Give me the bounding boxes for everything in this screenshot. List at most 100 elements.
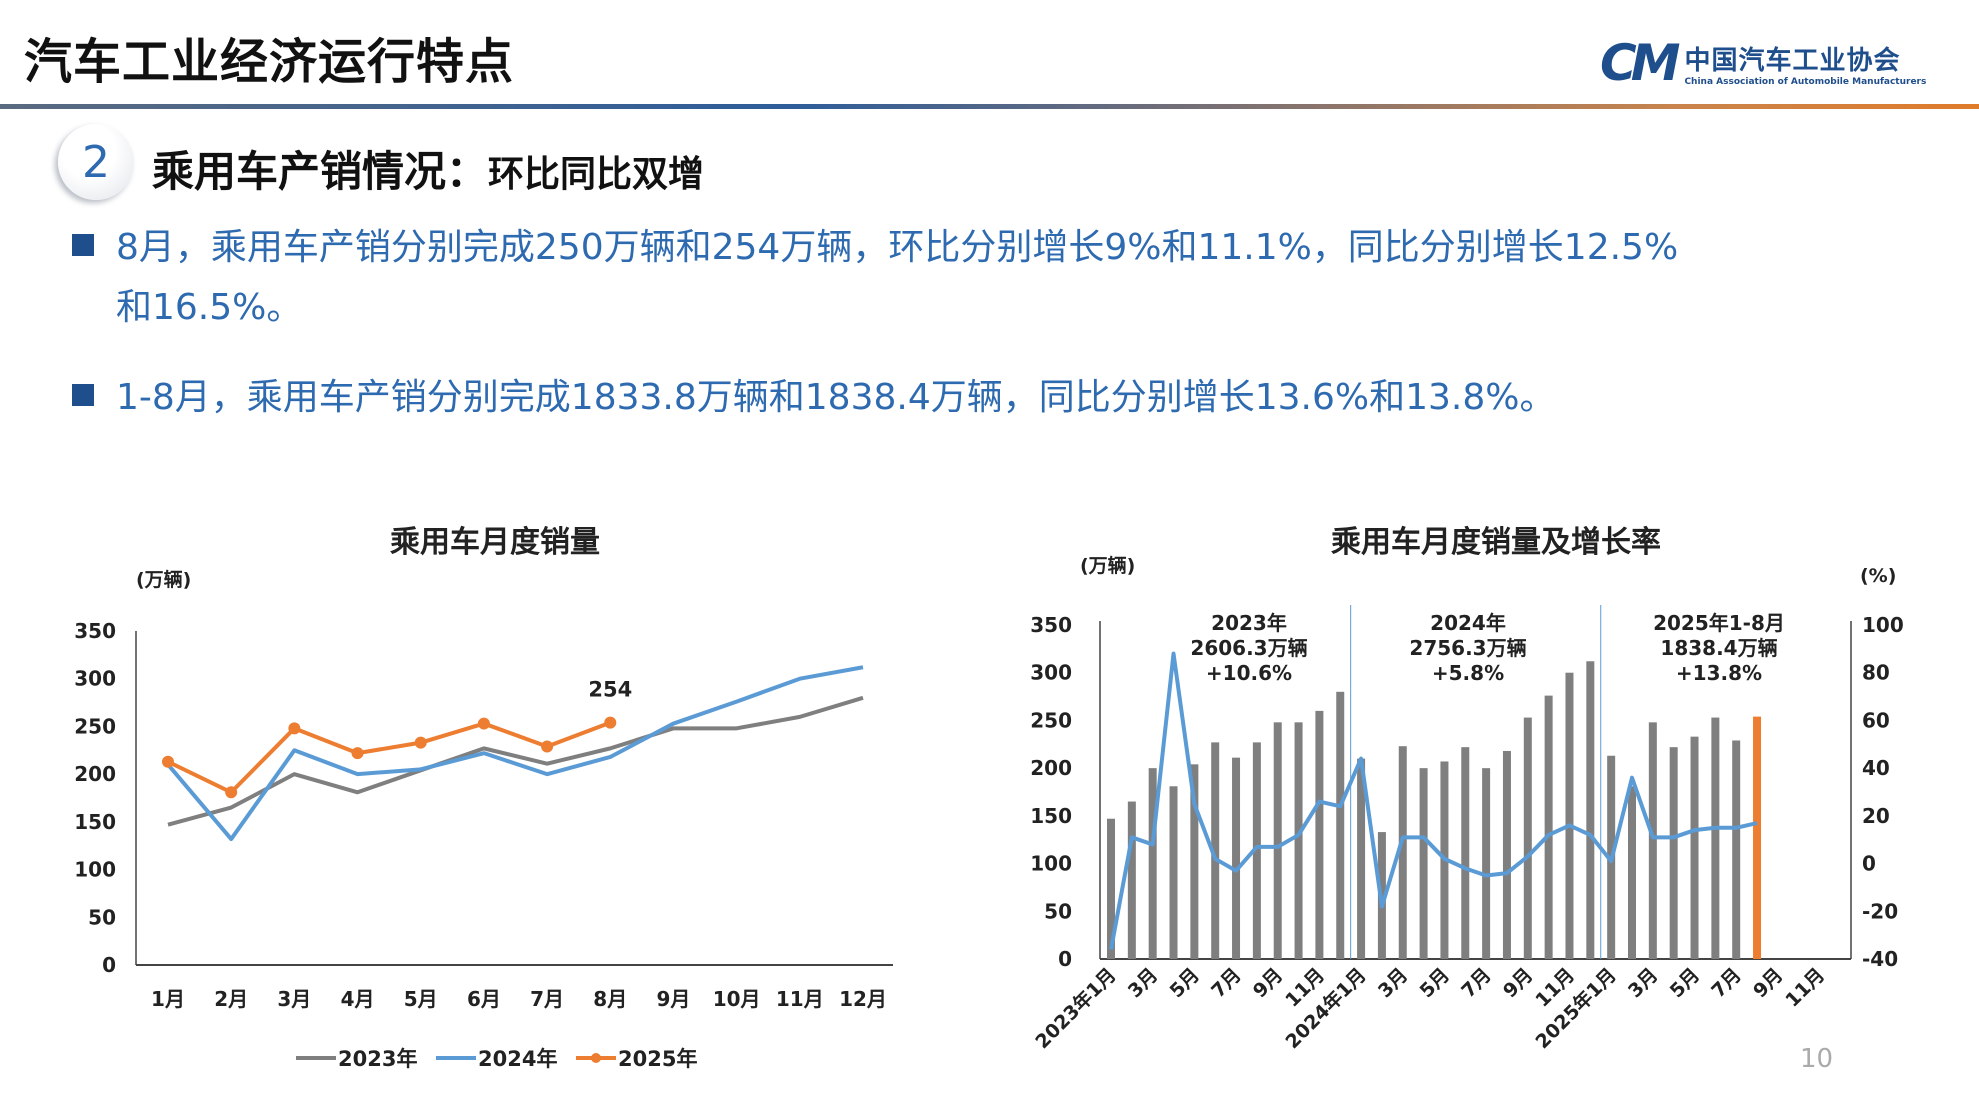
x-tick-label: 3月 xyxy=(1124,964,1162,1002)
y-right-tick-label: 40 xyxy=(1862,756,1890,780)
y-tick-label: 100 xyxy=(74,858,116,882)
period-annotation: 2024年 xyxy=(1430,611,1506,635)
x-tick-label: 2023年1月 xyxy=(1031,963,1121,1053)
data-point xyxy=(288,722,301,735)
bar xyxy=(1273,722,1282,959)
y-axis-unit-label: (万辆) xyxy=(136,568,191,591)
bar xyxy=(1357,758,1366,959)
x-tick-label: 4月 xyxy=(341,987,375,1011)
y-right-tick-label: 20 xyxy=(1862,804,1890,828)
bar xyxy=(1711,717,1720,959)
y-tick-label: 250 xyxy=(74,714,116,738)
period-annotation: 1838.4万辆 xyxy=(1660,636,1777,660)
y-axis-left-unit-label: (万辆) xyxy=(1080,554,1135,577)
period-annotation: 2023年 xyxy=(1211,611,1287,635)
bar xyxy=(1669,747,1678,959)
y-left-tick-label: 0 xyxy=(1058,947,1072,971)
x-tick-label: 7月 xyxy=(1207,964,1245,1002)
y-right-tick-label: 100 xyxy=(1862,613,1904,637)
x-tick-label: 9月 xyxy=(656,987,690,1011)
series-line-2024年 xyxy=(166,665,864,842)
data-point xyxy=(162,755,174,768)
y-tick-label: 300 xyxy=(74,667,116,691)
bar xyxy=(1586,661,1595,959)
chart-title: 乘用车月度销量及增长率 xyxy=(1331,525,1661,560)
period-annotation: 2025年1-8月 xyxy=(1653,611,1785,635)
bar xyxy=(1648,722,1657,959)
logo-cn-text: 中国汽车工业协会 xyxy=(1684,45,1901,76)
page-number: 10 xyxy=(1800,1044,1834,1074)
bar xyxy=(1565,672,1574,959)
data-point xyxy=(541,740,554,753)
bullet-square-icon xyxy=(72,234,94,256)
x-tick-label: 8月 xyxy=(593,987,627,1011)
data-point xyxy=(351,747,364,760)
x-tick-label: 5月 xyxy=(404,987,438,1011)
y-tick-label: 50 xyxy=(88,905,116,929)
bar xyxy=(1628,786,1636,959)
x-tick-label: 3月 xyxy=(1374,964,1412,1002)
bar xyxy=(1190,764,1199,959)
series-line-2025年 xyxy=(167,720,611,795)
y-left-tick-label: 100 xyxy=(1030,852,1072,876)
x-tick-label: 11月 xyxy=(1781,964,1829,1012)
bar xyxy=(1252,742,1261,959)
bar xyxy=(1690,736,1699,959)
x-tick-label: 5月 xyxy=(1166,964,1204,1002)
bullet-1: 8月，乘用车产销分别完成250万辆和254万辆，环比分别增长9%和11.1%，同… xyxy=(72,218,1678,338)
bar xyxy=(1398,746,1407,959)
y-right-tick-label: -20 xyxy=(1862,899,1898,923)
bar xyxy=(1336,691,1345,959)
section-title: 乘用车产销情况：环比同比双增 xyxy=(152,138,704,199)
y-right-tick-label: 80 xyxy=(1862,661,1890,685)
y-left-tick-label: 50 xyxy=(1044,899,1072,923)
section-subtitle: 环比同比双增 xyxy=(488,154,705,195)
bar xyxy=(1502,750,1511,959)
y-left-tick-label: 300 xyxy=(1030,661,1072,685)
x-tick-label: 10月 xyxy=(713,987,761,1011)
period-annotation: +13.8% xyxy=(1676,661,1762,685)
x-tick-label: 6月 xyxy=(467,987,501,1011)
bar xyxy=(1732,740,1741,959)
data-point xyxy=(414,736,427,749)
bar xyxy=(1148,768,1157,959)
y-right-tick-label: 0 xyxy=(1862,852,1876,876)
section-number: 2 xyxy=(58,124,134,200)
growth-rate-line xyxy=(1109,651,1758,950)
caam-logo: CM 中国汽车工业协会 China Association of Automob… xyxy=(1600,34,1926,92)
period-annotation: +5.8% xyxy=(1432,661,1504,685)
y-right-tick-label: 60 xyxy=(1862,708,1890,732)
bar xyxy=(1523,717,1532,959)
data-point xyxy=(225,786,238,799)
bullet-1-line1: 8月，乘用车产销分别完成250万辆和254万辆，环比分别增长9%和11.1%，同… xyxy=(116,227,1679,268)
x-tick-label: 12月 xyxy=(839,987,887,1011)
y-left-tick-label: 200 xyxy=(1030,756,1072,780)
y-tick-label: 200 xyxy=(74,762,116,786)
y-tick-label: 350 xyxy=(74,619,116,643)
bullet-2-line1: 1-8月，乘用车产销分别完成1833.8万辆和1838.4万辆，同比分别增长13… xyxy=(116,377,1556,418)
series-line-2023年 xyxy=(167,695,864,827)
y-left-tick-label: 250 xyxy=(1030,708,1072,732)
bullet-square-icon xyxy=(72,384,94,406)
section-title-main: 乘用车产销情况： xyxy=(152,147,489,196)
x-tick-label: 3月 xyxy=(277,987,311,1011)
header-divider xyxy=(0,104,1979,109)
data-label: 254 xyxy=(588,678,632,702)
bar xyxy=(1169,786,1178,959)
y-tick-label: 150 xyxy=(74,810,116,834)
y-right-tick-label: -40 xyxy=(1862,947,1898,971)
data-point xyxy=(604,716,617,729)
y-left-tick-label: 350 xyxy=(1030,613,1072,637)
bullet-1-line2: 和16.5%。 xyxy=(116,287,303,328)
x-tick-label: 3月 xyxy=(1624,964,1662,1002)
bullet-2: 1-8月，乘用车产销分别完成1833.8万辆和1838.4万辆，同比分别增长13… xyxy=(72,368,1555,428)
bar xyxy=(1232,757,1241,959)
period-annotation: 2756.3万辆 xyxy=(1409,636,1526,660)
period-annotation: 2606.3万辆 xyxy=(1190,636,1307,660)
x-tick-label: 5月 xyxy=(1666,964,1704,1002)
y-tick-label: 0 xyxy=(102,953,116,977)
bar xyxy=(1544,695,1553,959)
legend-label: 2024年 xyxy=(478,1047,557,1071)
x-tick-label: 2月 xyxy=(214,987,248,1011)
